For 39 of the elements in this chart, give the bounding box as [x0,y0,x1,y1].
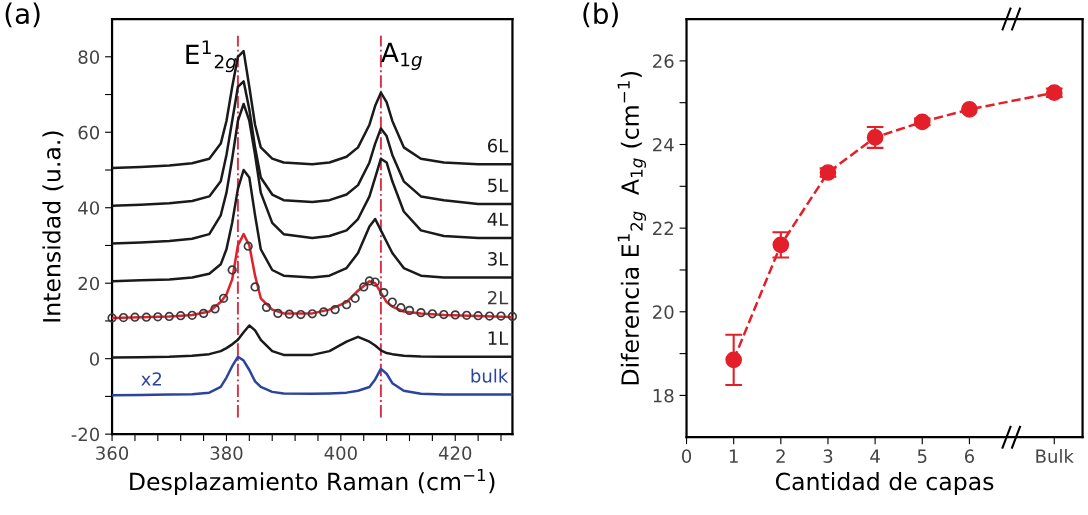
series-label: 5L [488,178,509,193]
chart-title: (a) [5,2,40,28]
x-tick-label: 400 [324,446,357,460]
x-tick-label: 4 [870,449,880,463]
series-label: 4L [487,212,509,226]
y-axis-title: Diferencia E$^{1}$$_{2g}$ A$_{1g}$ (cm$^{−1}$) [617,71,647,385]
series-label: bulk [471,368,509,383]
y-tick-label: 26 [653,54,674,68]
x-tick-label: 1 [729,449,738,463]
y-tick-label: 22 [653,221,673,235]
y-tick-label: 18 [653,388,674,403]
series-label: 6L [487,138,509,153]
x-tick-label: 420 [438,446,472,460]
x-tick-label: 3 [823,449,833,464]
ref-line-label: A$_{1g}$ [381,42,422,71]
y-axis-title: Intensidad (u.a.) [42,131,64,322]
y-tick-label: -20 [71,427,100,442]
ref-line-label: E$^{1}$$_{2g}$ [186,40,237,73]
x-tick-label: 360 [96,446,129,460]
y-tick-label: 40 [78,201,100,215]
x-tick-label: Bulk [1036,449,1074,464]
x-tick-label: 0 [681,449,692,464]
y-tick-label: 20 [78,276,100,291]
x-tick-label: 6 [964,449,975,464]
chart-title: (b) [583,2,618,28]
x-tick-label: 5 [917,449,927,464]
series-label: 2L [488,290,509,305]
x-axis-title: Desplazamiento Raman (cm$^{−1}$) [130,468,495,495]
annotation: x2 [141,372,162,386]
y-tick-label: 60 [78,125,100,140]
y-tick-label: 80 [78,50,100,64]
x-tick-label: 380 [210,446,243,460]
y-tick-label: 20 [653,305,674,319]
y-tick-label: 0 [89,352,100,366]
x-axis-title: Cantidad de capas [775,472,994,495]
x-tick-label: 2 [776,449,785,463]
y-tick-label: 24 [653,137,674,152]
series-label: 1L [488,331,509,345]
series-label: 3L [488,252,509,266]
